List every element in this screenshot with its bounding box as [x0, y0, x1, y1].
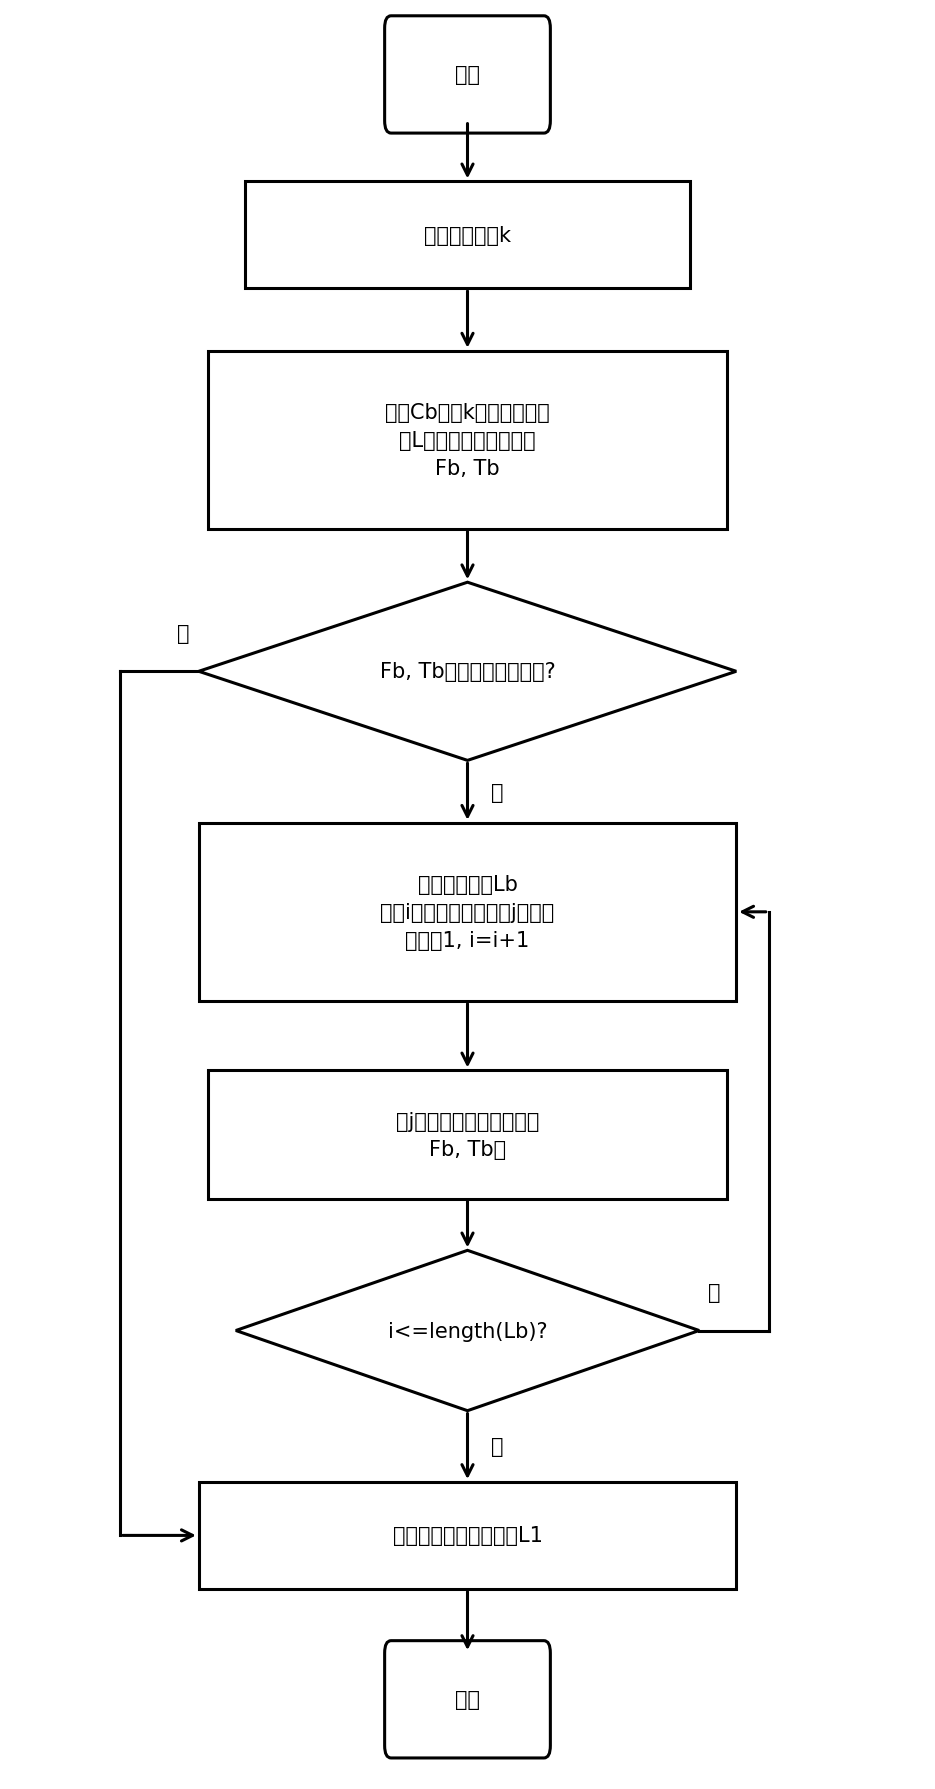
Text: 结束: 结束: [455, 1689, 480, 1708]
Text: 输入抗体个体k: 输入抗体个体k: [424, 225, 511, 245]
Text: 是: 是: [177, 623, 190, 644]
Polygon shape: [199, 583, 736, 760]
Bar: [245, 182, 690, 290]
Text: 是: 是: [709, 1283, 721, 1302]
FancyBboxPatch shape: [384, 16, 551, 134]
Text: 否: 否: [491, 782, 503, 801]
Text: Fb, Tb是否包含所有节点?: Fb, Tb是否包含所有节点?: [380, 662, 555, 682]
Text: 否: 否: [491, 1437, 503, 1456]
Text: i<=length(Lb)?: i<=length(Lb)?: [388, 1320, 547, 1340]
Text: 孤立节点集合Lb
中第i个节点连接的支路j的状态
更改为1, i=i+1: 孤立节点集合Lb 中第i个节点连接的支路j的状态 更改为1, i=i+1: [381, 875, 554, 950]
Text: 开始: 开始: [455, 66, 480, 86]
Bar: [199, 823, 736, 1002]
Bar: [208, 1072, 727, 1199]
Text: 矩阵Cb记录k的投运支路编
号L及每条支路的首末节
Fb, Tb: 矩阵Cb记录k的投运支路编 号L及每条支路的首末节 Fb, Tb: [385, 403, 550, 478]
Text: 输出无孤立节点的路径L1: 输出无孤立节点的路径L1: [393, 1526, 542, 1546]
FancyBboxPatch shape: [384, 1641, 551, 1759]
Bar: [199, 1481, 736, 1589]
Text: 将j连接的首末节点添加进
Fb, Tb中: 将j连接的首末节点添加进 Fb, Tb中: [396, 1111, 539, 1159]
Bar: [208, 351, 727, 530]
Polygon shape: [236, 1251, 699, 1412]
